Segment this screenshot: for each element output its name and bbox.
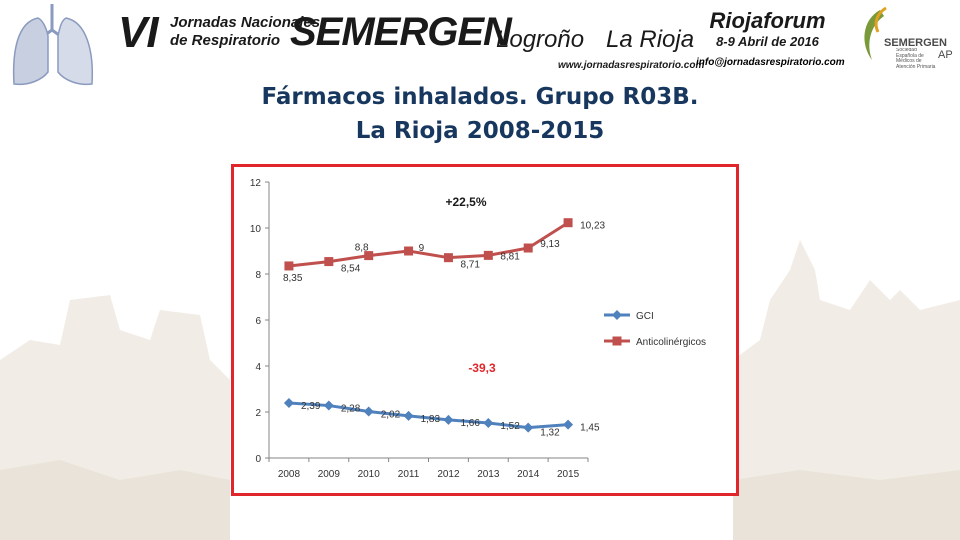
data-label-gci: 1,52: [500, 421, 520, 432]
data-point-anticolinergicos: [483, 250, 493, 260]
event-website: www.jornadasrespiratorio.com: [558, 60, 705, 71]
contact-email: info@jornadasrespiratorio.com: [696, 57, 845, 68]
chart-frame: 0 2 4 6 8 10 12 2008 2009 2010 2011 2012 2013 2014 201…: [231, 164, 739, 496]
data-label-gci: 1,45: [580, 423, 600, 434]
line-chart: 0 2 4 6 8 10 12 2008 2009 2010 2011 2012 2013 2014 201…: [250, 178, 706, 480]
logo-description: Sociedad Española de Médicos de Atención…: [896, 48, 936, 70]
series-line-gci: [288, 401, 569, 430]
data-point-gci: [443, 414, 454, 425]
data-label-anticolinergicos: 9,13: [540, 239, 560, 250]
data-point-anticolinergicos: [563, 218, 573, 228]
y-tick-label: 2: [255, 408, 261, 419]
semergen-logo: SEMERGEN AP Sociedad Española de Médicos…: [864, 6, 953, 70]
data-point-anticolinergicos: [523, 243, 533, 253]
data-label-gci: 2,39: [301, 401, 321, 412]
x-tick-label: 2014: [517, 469, 540, 480]
annotation-increase: +22,5%: [445, 195, 486, 209]
x-tick-label: 2013: [477, 469, 500, 480]
data-point-gci: [563, 419, 574, 430]
legend-label-anticolinergicos: Anticolinérgicos: [636, 337, 706, 348]
event-brand: SEMERGEN: [290, 10, 512, 54]
slide-subtitle: La Rioja 2008-2015: [355, 118, 605, 144]
event-region: La Rioja: [606, 26, 695, 53]
lungs-icon: [12, 4, 94, 86]
y-tick-label: 4: [255, 362, 261, 373]
event-city: Logroño: [496, 26, 585, 53]
data-point-anticolinergicos: [364, 251, 374, 261]
data-point-anticolinergicos: [443, 253, 453, 263]
data-label-anticolinergicos: 10,23: [580, 221, 605, 232]
data-label-gci: 2,28: [341, 404, 361, 415]
data-label-gci: 1,83: [421, 414, 441, 425]
logo-suffix: AP: [938, 49, 953, 61]
venue-block: Riojaforum 8-9 Abril de 2016: [700, 8, 835, 49]
y-tick-label: 12: [250, 178, 262, 189]
y-tick-label: 8: [255, 270, 261, 281]
x-tick-label: 2008: [278, 469, 301, 480]
data-label-anticolinergicos: 8,81: [500, 251, 520, 262]
event-line-1: Jornadas Nacionales: [170, 14, 321, 31]
event-header: VI Jornadas Nacionales de Respiratorio S…: [0, 0, 960, 86]
legend-marker-gci: [612, 310, 622, 320]
data-point-gci: [483, 418, 494, 429]
data-label-anticolinergicos: 8,35: [283, 273, 303, 284]
y-tick-label: 0: [255, 454, 261, 465]
data-point-anticolinergicos: [284, 261, 294, 271]
data-label-anticolinergicos: 9: [419, 243, 425, 254]
legend-marker-anticolinergicos: [612, 336, 622, 346]
x-tick-label: 2010: [358, 469, 381, 480]
data-label-anticolinergicos: 8,54: [341, 264, 361, 275]
y-tick-label: 10: [250, 224, 262, 235]
series-line-anticolinergicos: [288, 221, 569, 268]
data-point-gci: [523, 422, 534, 433]
slide-title: Fármacos inhalados. Grupo R03B.: [261, 84, 699, 110]
data-point-anticolinergicos: [404, 246, 414, 256]
event-edition: VI: [118, 8, 159, 57]
data-label-anticolinergicos: 8,71: [460, 260, 480, 271]
x-tick-label: 2009: [318, 469, 341, 480]
data-label-gci: 1,66: [460, 418, 480, 429]
data-label-gci: 1,32: [540, 428, 560, 439]
venue-date: 8-9 Abril de 2016: [716, 34, 819, 49]
venue-name: Riojaforum: [709, 8, 826, 33]
event-line-2: de Respiratorio: [170, 32, 281, 49]
data-label-gci: 2,02: [381, 410, 401, 421]
data-point-gci: [283, 398, 294, 409]
x-tick-label: 2015: [557, 469, 580, 480]
data-point-gci: [363, 406, 374, 417]
annotation-decrease: -39,3: [468, 361, 496, 375]
data-point-gci: [323, 400, 334, 411]
logo-brand: SEMERGEN: [884, 37, 947, 49]
data-label-anticolinergicos: 8,8: [355, 243, 369, 254]
x-tick-label: 2011: [398, 469, 420, 480]
data-point-anticolinergicos: [324, 257, 334, 267]
x-tick-label: 2012: [437, 469, 460, 480]
data-point-gci: [403, 410, 414, 421]
y-tick-label: 6: [255, 316, 261, 327]
legend-label-gci: GCI: [636, 311, 654, 322]
